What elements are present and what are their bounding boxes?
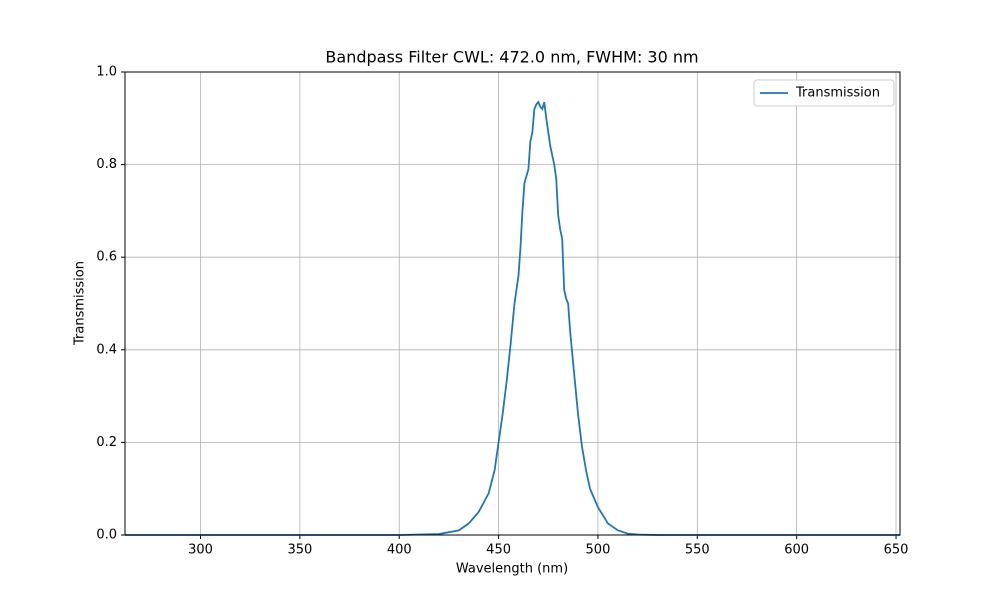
chart-title: Bandpass Filter CWL: 472.0 nm, FWHM: 30 … xyxy=(325,48,698,67)
y-tick-label: 0.8 xyxy=(96,157,117,172)
x-tick-label: 450 xyxy=(486,543,511,558)
legend-label: Transmission xyxy=(795,86,880,101)
x-tick-label: 300 xyxy=(188,543,213,558)
y-tick-label: 0.4 xyxy=(96,342,117,357)
legend-box xyxy=(753,79,895,107)
data-line xyxy=(125,100,900,536)
y-tick-label: 0.2 xyxy=(96,435,117,450)
x-tick-label: 650 xyxy=(884,543,909,558)
x-axis-label: Wavelength (nm) xyxy=(456,562,568,577)
plot-frame xyxy=(124,71,901,536)
x-tick-label: 550 xyxy=(685,543,710,558)
x-tick-label: 400 xyxy=(387,543,412,558)
x-tick-label: 350 xyxy=(287,543,312,558)
y-tick-label: 1.0 xyxy=(96,65,117,80)
y-tick-label: 0.6 xyxy=(96,250,117,265)
x-tick-label: 600 xyxy=(784,543,809,558)
x-tick-label: 500 xyxy=(586,543,611,558)
y-tick-label: 0.0 xyxy=(96,528,117,543)
y-axis-label: Transmission xyxy=(73,261,88,346)
